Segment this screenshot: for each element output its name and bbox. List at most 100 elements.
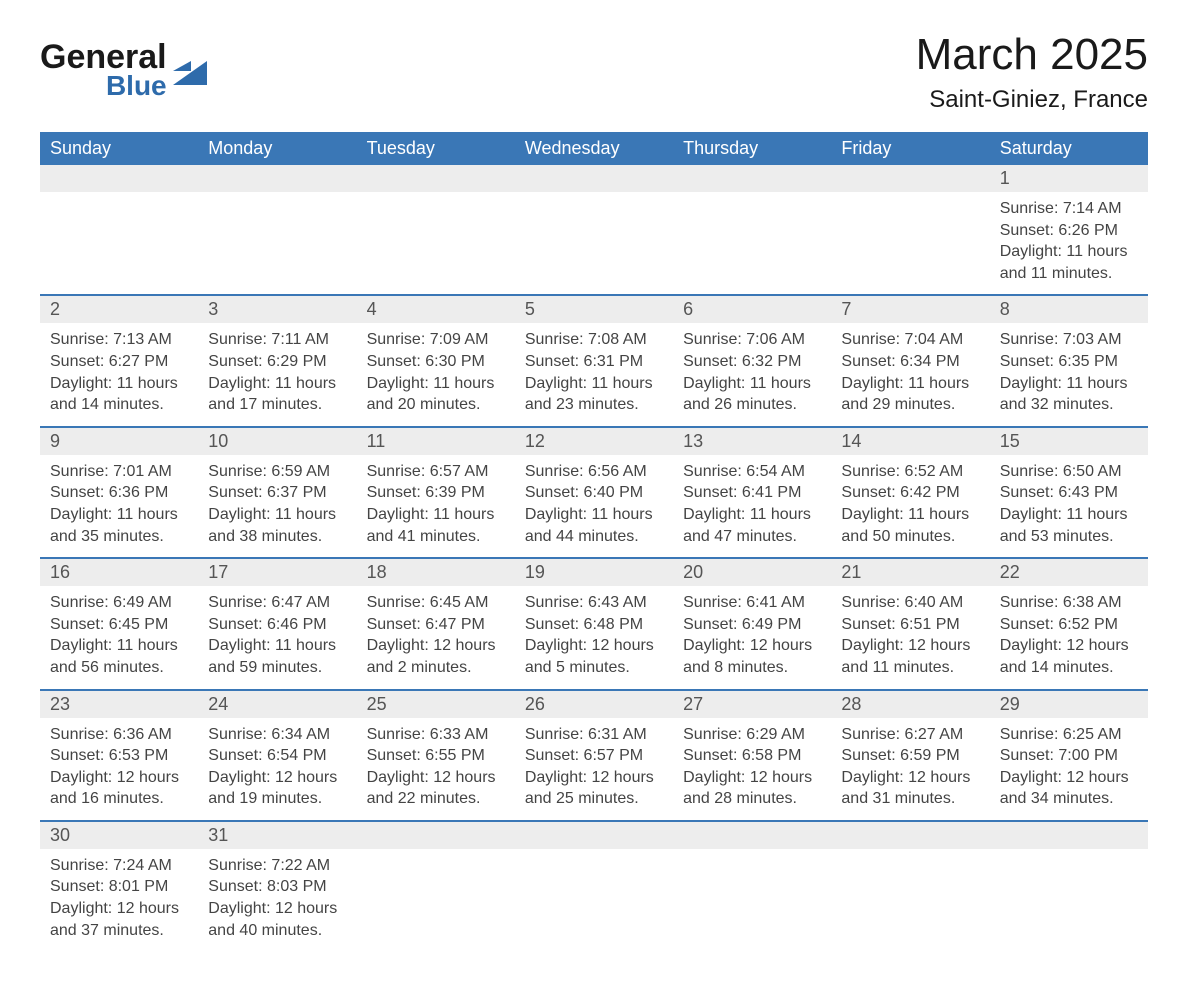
title-block: March 2025 Saint-Giniez, France [916, 30, 1148, 114]
day-number [831, 165, 989, 192]
day-body: Sunrise: 7:13 AMSunset: 6:27 PMDaylight:… [40, 323, 198, 425]
sunset-text: Sunset: 6:31 PM [525, 351, 663, 373]
day-body [673, 192, 831, 212]
day-number: 27 [673, 691, 831, 718]
day-number: 12 [515, 428, 673, 455]
day-body [515, 849, 673, 869]
day-body: Sunrise: 7:09 AMSunset: 6:30 PMDaylight:… [357, 323, 515, 425]
calendar-day-cell: 22Sunrise: 6:38 AMSunset: 6:52 PMDayligh… [990, 558, 1148, 689]
logo-word2: Blue [40, 72, 167, 100]
day-number: 5 [515, 296, 673, 323]
sunset-text: Sunset: 6:52 PM [1000, 614, 1138, 636]
day-number: 22 [990, 559, 1148, 586]
sunset-text: Sunset: 6:54 PM [208, 745, 346, 767]
daylight-text: Daylight: 12 hours and 40 minutes. [208, 898, 346, 941]
calendar-empty-cell [831, 165, 989, 295]
daylight-text: Daylight: 11 hours and 14 minutes. [50, 373, 188, 416]
day-body: Sunrise: 6:45 AMSunset: 6:47 PMDaylight:… [357, 586, 515, 688]
daylight-text: Daylight: 11 hours and 23 minutes. [525, 373, 663, 416]
day-number: 11 [357, 428, 515, 455]
day-body [515, 192, 673, 212]
day-number [515, 822, 673, 849]
sunset-text: Sunset: 6:55 PM [367, 745, 505, 767]
location: Saint-Giniez, France [916, 86, 1148, 114]
calendar-day-cell: 9Sunrise: 7:01 AMSunset: 6:36 PMDaylight… [40, 427, 198, 558]
day-number: 21 [831, 559, 989, 586]
day-body: Sunrise: 7:24 AMSunset: 8:01 PMDaylight:… [40, 849, 198, 951]
day-body [990, 849, 1148, 869]
calendar-day-cell: 12Sunrise: 6:56 AMSunset: 6:40 PMDayligh… [515, 427, 673, 558]
calendar-day-cell: 28Sunrise: 6:27 AMSunset: 6:59 PMDayligh… [831, 690, 989, 821]
sunrise-text: Sunrise: 7:08 AM [525, 329, 663, 351]
calendar-empty-cell [673, 821, 831, 951]
daylight-text: Daylight: 11 hours and 17 minutes. [208, 373, 346, 416]
sunset-text: Sunset: 6:49 PM [683, 614, 821, 636]
logo-text: General Blue [40, 40, 167, 100]
calendar-week-row: 1Sunrise: 7:14 AMSunset: 6:26 PMDaylight… [40, 165, 1148, 295]
calendar-day-cell: 29Sunrise: 6:25 AMSunset: 7:00 PMDayligh… [990, 690, 1148, 821]
daylight-text: Daylight: 12 hours and 19 minutes. [208, 767, 346, 810]
calendar-day-cell: 5 Sunrise: 7:08 AMSunset: 6:31 PMDaylight… [515, 295, 673, 426]
sunset-text: Sunset: 6:34 PM [841, 351, 979, 373]
day-body [831, 849, 989, 869]
day-number: 7 [831, 296, 989, 323]
day-body: Sunrise: 6:57 AMSunset: 6:39 PMDaylight:… [357, 455, 515, 557]
calendar-day-cell: 20Sunrise: 6:41 AMSunset: 6:49 PMDayligh… [673, 558, 831, 689]
calendar-empty-cell [515, 821, 673, 951]
sunrise-text: Sunrise: 6:41 AM [683, 592, 821, 614]
day-body [357, 849, 515, 869]
day-body: Sunrise: 6:31 AMSunset: 6:57 PMDaylight:… [515, 718, 673, 820]
weekday-header: Monday [198, 132, 356, 165]
sunset-text: Sunset: 8:01 PM [50, 876, 188, 898]
day-body [831, 192, 989, 212]
calendar-day-cell: 31Sunrise: 7:22 AMSunset: 8:03 PMDayligh… [198, 821, 356, 951]
day-body: Sunrise: 7:06 AMSunset: 6:32 PMDaylight:… [673, 323, 831, 425]
calendar-day-cell: 7Sunrise: 7:04 AMSunset: 6:34 PMDaylight… [831, 295, 989, 426]
day-number: 8 [990, 296, 1148, 323]
daylight-text: Daylight: 11 hours and 41 minutes. [367, 504, 505, 547]
calendar-day-cell: 17Sunrise: 6:47 AMSunset: 6:46 PMDayligh… [198, 558, 356, 689]
sunrise-text: Sunrise: 6:43 AM [525, 592, 663, 614]
day-body: Sunrise: 6:36 AMSunset: 6:53 PMDaylight:… [40, 718, 198, 820]
sunrise-text: Sunrise: 7:14 AM [1000, 198, 1138, 220]
day-body: Sunrise: 7:03 AMSunset: 6:35 PMDaylight:… [990, 323, 1148, 425]
day-body: Sunrise: 6:38 AMSunset: 6:52 PMDaylight:… [990, 586, 1148, 688]
sunset-text: Sunset: 6:59 PM [841, 745, 979, 767]
day-number: 3 [198, 296, 356, 323]
day-body [40, 192, 198, 212]
calendar-empty-cell [40, 165, 198, 295]
calendar-day-cell: 8Sunrise: 7:03 AMSunset: 6:35 PMDaylight… [990, 295, 1148, 426]
sunset-text: Sunset: 6:43 PM [1000, 482, 1138, 504]
day-number: 23 [40, 691, 198, 718]
sunrise-text: Sunrise: 7:03 AM [1000, 329, 1138, 351]
sunrise-text: Sunrise: 7:01 AM [50, 461, 188, 483]
calendar-day-cell: 14Sunrise: 6:52 AMSunset: 6:42 PMDayligh… [831, 427, 989, 558]
day-body: Sunrise: 6:41 AMSunset: 6:49 PMDaylight:… [673, 586, 831, 688]
day-body [673, 849, 831, 869]
sunrise-text: Sunrise: 6:59 AM [208, 461, 346, 483]
calendar-day-cell: 24Sunrise: 6:34 AMSunset: 6:54 PMDayligh… [198, 690, 356, 821]
day-body: Sunrise: 6:25 AMSunset: 7:00 PMDaylight:… [990, 718, 1148, 820]
day-number [515, 165, 673, 192]
daylight-text: Daylight: 12 hours and 25 minutes. [525, 767, 663, 810]
daylight-text: Daylight: 12 hours and 16 minutes. [50, 767, 188, 810]
calendar-day-cell: 3Sunrise: 7:11 AMSunset: 6:29 PMDaylight… [198, 295, 356, 426]
weekday-header: Wednesday [515, 132, 673, 165]
calendar-empty-cell [198, 165, 356, 295]
day-body: Sunrise: 7:22 AMSunset: 8:03 PMDaylight:… [198, 849, 356, 951]
calendar-day-cell: 19Sunrise: 6:43 AMSunset: 6:48 PMDayligh… [515, 558, 673, 689]
daylight-text: Daylight: 12 hours and 37 minutes. [50, 898, 188, 941]
calendar-day-cell: 15Sunrise: 6:50 AMSunset: 6:43 PMDayligh… [990, 427, 1148, 558]
day-number: 29 [990, 691, 1148, 718]
sunset-text: Sunset: 6:53 PM [50, 745, 188, 767]
sunrise-text: Sunrise: 7:11 AM [208, 329, 346, 351]
day-body: Sunrise: 6:54 AMSunset: 6:41 PMDaylight:… [673, 455, 831, 557]
sunset-text: Sunset: 6:27 PM [50, 351, 188, 373]
daylight-text: Daylight: 11 hours and 59 minutes. [208, 635, 346, 678]
sunrise-text: Sunrise: 6:56 AM [525, 461, 663, 483]
calendar-empty-cell [831, 821, 989, 951]
calendar-day-cell: 27Sunrise: 6:29 AMSunset: 6:58 PMDayligh… [673, 690, 831, 821]
sunset-text: Sunset: 6:41 PM [683, 482, 821, 504]
weekday-header: Friday [831, 132, 989, 165]
sunset-text: Sunset: 6:30 PM [367, 351, 505, 373]
